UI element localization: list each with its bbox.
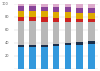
Bar bbox=[18, 47, 24, 69]
Bar bbox=[88, 13, 95, 19]
Bar bbox=[65, 43, 71, 45]
Bar bbox=[41, 11, 48, 17]
Bar bbox=[76, 8, 83, 13]
Bar bbox=[76, 22, 83, 42]
Bar bbox=[76, 13, 83, 19]
Bar bbox=[53, 7, 59, 12]
Bar bbox=[76, 19, 83, 22]
Bar bbox=[53, 22, 59, 44]
Bar bbox=[18, 21, 24, 45]
Bar bbox=[29, 47, 36, 69]
Bar bbox=[18, 45, 24, 47]
Bar bbox=[41, 47, 48, 69]
Bar bbox=[65, 22, 71, 43]
Bar bbox=[76, 45, 83, 69]
Bar bbox=[88, 4, 95, 8]
Bar bbox=[88, 44, 95, 69]
Bar bbox=[88, 41, 95, 44]
Bar bbox=[41, 4, 48, 7]
Bar bbox=[53, 18, 59, 22]
Bar bbox=[88, 8, 95, 13]
Bar bbox=[29, 17, 36, 21]
Bar bbox=[65, 12, 71, 18]
Bar bbox=[18, 11, 24, 17]
Bar bbox=[65, 18, 71, 22]
Bar bbox=[29, 4, 36, 6]
Bar bbox=[65, 7, 71, 12]
Bar bbox=[41, 17, 48, 22]
Bar bbox=[65, 45, 71, 69]
Bar bbox=[53, 46, 59, 69]
Bar bbox=[65, 4, 71, 7]
Bar bbox=[41, 45, 48, 47]
Bar bbox=[29, 6, 36, 11]
Bar bbox=[53, 12, 59, 18]
Bar bbox=[88, 19, 95, 22]
Bar bbox=[41, 7, 48, 11]
Bar bbox=[29, 45, 36, 47]
Bar bbox=[18, 4, 24, 6]
Bar bbox=[76, 42, 83, 45]
Bar bbox=[18, 6, 24, 11]
Bar bbox=[53, 4, 59, 7]
Bar bbox=[29, 11, 36, 17]
Bar bbox=[18, 17, 24, 21]
Bar bbox=[53, 44, 59, 46]
Bar bbox=[41, 22, 48, 45]
Bar bbox=[76, 4, 83, 8]
Bar bbox=[29, 21, 36, 45]
Bar bbox=[88, 22, 95, 41]
